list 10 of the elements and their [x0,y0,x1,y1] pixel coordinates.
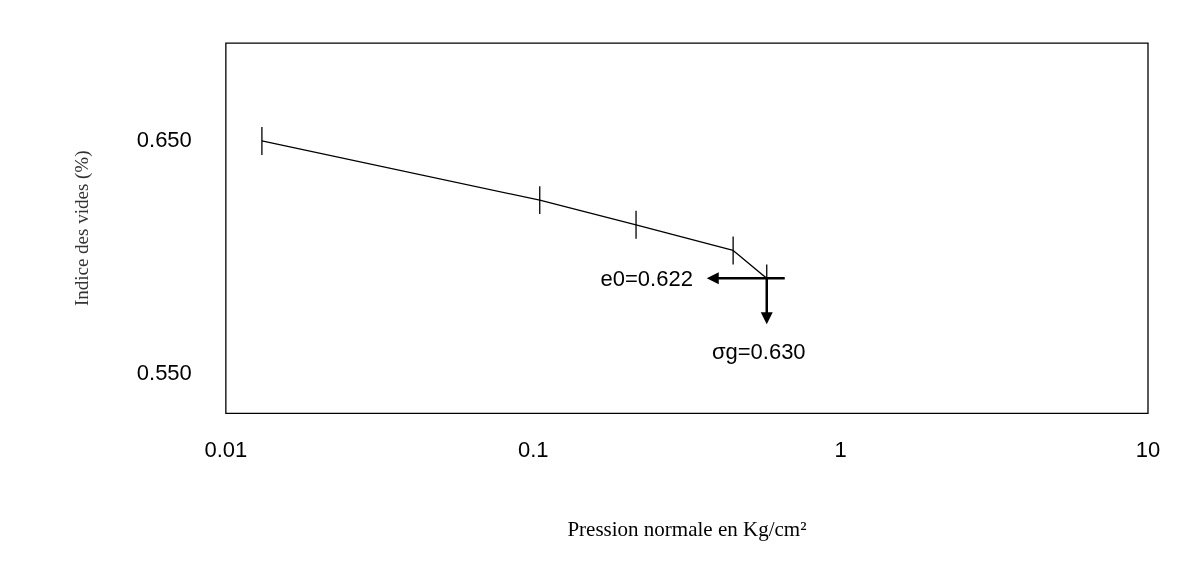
y-tick-label: 0.550 [136,359,192,385]
x-tick-label: 0.01 [204,436,248,462]
y-tick-label: 0.650 [136,127,192,153]
annotation: σg=0.630 [711,339,806,365]
x-tick-label: 10 [1135,436,1161,462]
x-tick-label: 0.1 [517,436,549,462]
x-tick-label: 1 [834,436,847,462]
x-axis-title: Pression normale en Kg/cm² [567,516,807,541]
annotation: e0=0.622 [600,266,693,292]
y-axis-title: Indice des vides (%) [71,150,94,307]
